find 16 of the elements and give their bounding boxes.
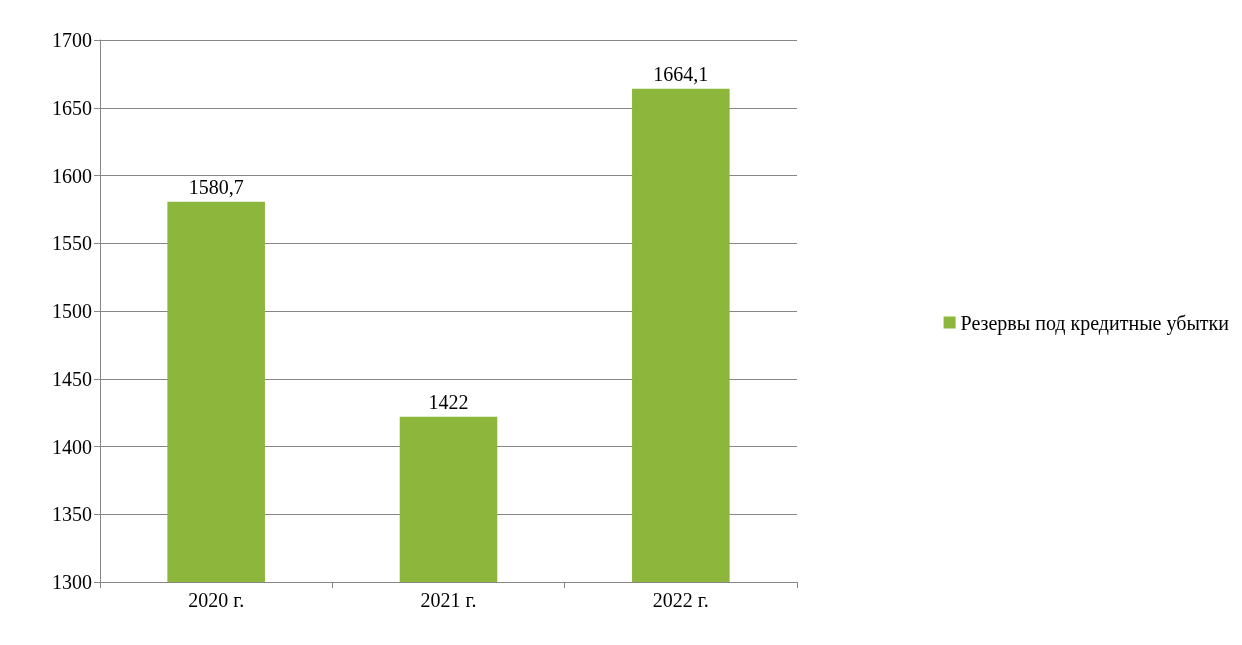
y-tick-label: 1600 [52, 164, 92, 187]
data-label: 1422 [428, 390, 469, 413]
data-label: 1580,7 [188, 175, 244, 198]
y-tick-label: 1650 [52, 96, 92, 119]
y-tick-label: 1550 [52, 232, 92, 255]
x-tick-label: 2021 г. [420, 589, 477, 611]
x-tick-label: 2020 г. [188, 589, 245, 611]
y-tick-label: 1700 [52, 29, 92, 51]
data-label: 1664,1 [653, 62, 709, 85]
y-tick-label: 1450 [52, 367, 92, 390]
y-tick-label: 1300 [52, 571, 92, 593]
y-tick-label: 1350 [52, 503, 92, 526]
y-tick-label: 1500 [52, 300, 92, 322]
x-tick-label: 2022 г. [652, 589, 709, 611]
legend-label: Резервы под кредитные убытки [960, 311, 1230, 335]
y-tick-label: 1400 [52, 435, 92, 458]
